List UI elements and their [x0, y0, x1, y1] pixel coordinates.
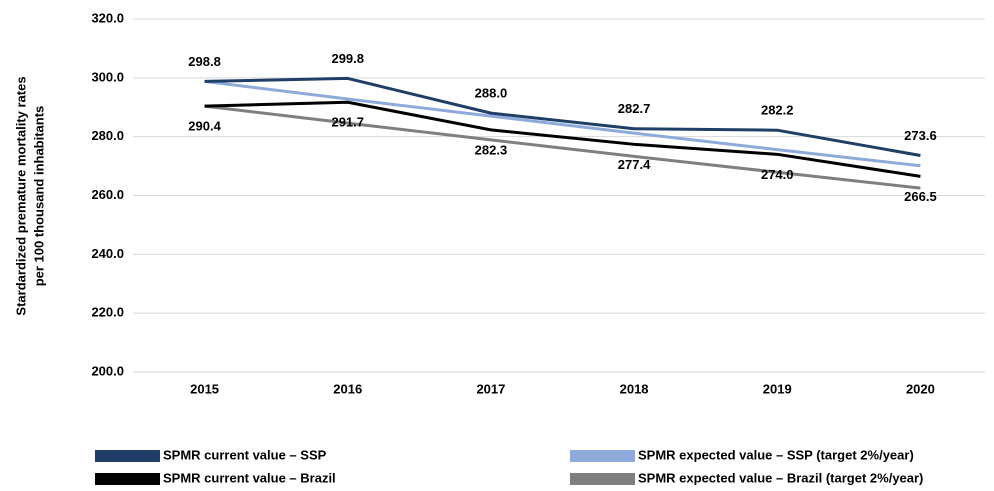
x-tick-label: 2018	[620, 381, 649, 396]
legend-label: SPMR expected value – Brazil (target 2%/…	[638, 470, 923, 485]
legend-swatch	[570, 473, 635, 485]
data-label: 282.7	[618, 101, 651, 116]
x-tick-label: 2019	[763, 381, 792, 396]
legend-swatch	[95, 473, 160, 485]
data-label: 274.0	[761, 167, 794, 182]
series-line	[204, 104, 921, 190]
legend-label: SPMR current value – Brazil	[163, 470, 336, 485]
legend-swatch	[95, 450, 160, 462]
series-line	[204, 76, 921, 157]
series-line	[204, 79, 921, 168]
data-label: 288.0	[475, 86, 508, 101]
y-axis-label: per 100 thousand inhabitants	[31, 106, 46, 287]
data-label: 298.8	[188, 54, 221, 69]
y-axis-label: Stardardized premature mortality rates	[13, 76, 28, 315]
x-tick-label: 2015	[190, 381, 219, 396]
data-label: 282.3	[475, 142, 508, 157]
y-tick-label: 220.0	[91, 305, 124, 320]
x-tick-label: 2017	[476, 381, 505, 396]
data-label: 277.4	[618, 157, 651, 172]
x-tick-label: 2020	[906, 381, 935, 396]
y-tick-label: 240.0	[91, 246, 124, 261]
series-line	[204, 100, 921, 178]
legend-label: SPMR current value – SSP	[163, 447, 327, 462]
data-label: 273.6	[904, 128, 937, 143]
data-label: 291.7	[331, 115, 364, 130]
y-tick-label: 300.0	[91, 69, 124, 84]
x-tick-label: 2016	[333, 381, 362, 396]
y-tick-label: 280.0	[91, 128, 124, 143]
y-tick-label: 320.0	[91, 10, 124, 25]
legend-swatch	[570, 450, 635, 462]
data-label: 299.8	[331, 51, 364, 66]
y-tick-label: 200.0	[91, 363, 124, 378]
data-label: 282.2	[761, 103, 794, 118]
data-label: 290.4	[188, 119, 221, 134]
y-tick-label: 260.0	[91, 187, 124, 202]
data-label: 266.5	[904, 189, 937, 204]
legend-label: SPMR expected value – SSP (target 2%/yea…	[638, 447, 914, 462]
